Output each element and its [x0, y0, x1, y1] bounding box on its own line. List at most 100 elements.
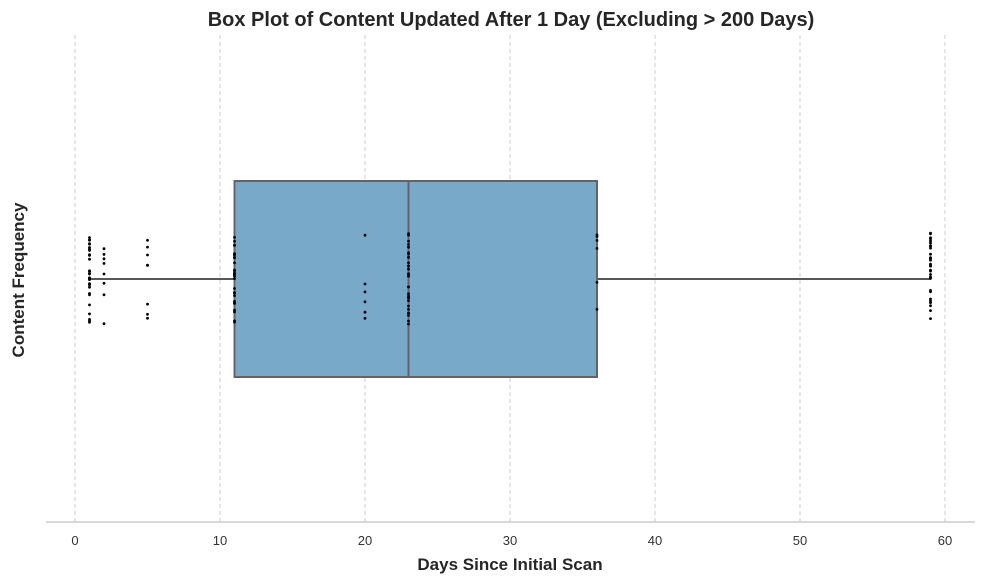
data-point [363, 310, 367, 314]
data-point [233, 243, 236, 247]
data-point [88, 312, 91, 316]
data-point [407, 267, 410, 271]
data-point [146, 238, 149, 242]
data-point [102, 272, 106, 276]
data-point [233, 287, 236, 290]
data-point [407, 314, 410, 317]
data-point [363, 233, 367, 237]
data-point [233, 269, 236, 273]
data-point [102, 247, 106, 251]
data-point [233, 256, 236, 260]
data-point [88, 257, 91, 261]
data-point [233, 294, 236, 297]
data-point [595, 239, 599, 242]
data-point [407, 299, 410, 303]
data-point [929, 241, 932, 245]
data-point [407, 295, 410, 299]
data-point [407, 304, 410, 308]
data-point [88, 253, 91, 256]
data-point [233, 236, 236, 239]
data-point [233, 320, 236, 324]
x-tick-label: 20 [358, 533, 372, 548]
x-tick-label: 10 [213, 533, 227, 548]
data-point [102, 293, 106, 297]
y-axis-label: Content Frequency [9, 202, 28, 357]
data-point [233, 310, 236, 314]
data-point [407, 261, 410, 265]
data-point [363, 300, 367, 304]
data-point [88, 303, 91, 307]
data-point [88, 272, 91, 276]
data-points [88, 231, 932, 326]
data-point [407, 252, 410, 256]
data-point [233, 302, 236, 305]
data-point [88, 270, 91, 273]
data-point [929, 290, 932, 294]
data-point [407, 322, 410, 326]
iqr-box [233, 180, 598, 378]
data-point [88, 242, 91, 246]
data-point [407, 243, 410, 246]
data-point [929, 237, 932, 241]
data-point [407, 239, 410, 243]
data-point [88, 293, 91, 297]
x-tick-label: 50 [793, 533, 807, 548]
data-point [929, 252, 932, 256]
data-point [929, 256, 932, 260]
data-point [233, 272, 236, 275]
x-tick-label: 30 [503, 533, 517, 548]
data-point [102, 257, 106, 261]
data-point [929, 297, 932, 301]
data-point [102, 253, 106, 256]
data-point [595, 281, 599, 284]
data-point [102, 281, 106, 285]
box-plot [89, 180, 931, 378]
data-point [146, 312, 149, 316]
data-point [88, 276, 91, 280]
data-point [102, 262, 106, 265]
data-point [102, 322, 106, 326]
data-point [233, 261, 236, 265]
data-point [929, 239, 932, 243]
data-point [146, 302, 149, 306]
data-point [929, 304, 932, 308]
data-point [929, 273, 932, 276]
data-point [407, 245, 410, 249]
data-point [595, 233, 599, 237]
data-point [407, 233, 410, 237]
data-point [929, 232, 932, 236]
data-point [363, 282, 367, 286]
data-point [929, 244, 932, 248]
chart-title: Box Plot of Content Updated After 1 Day … [208, 9, 815, 31]
data-point [233, 291, 236, 294]
data-point [407, 264, 410, 268]
data-point [929, 262, 932, 266]
data-point [407, 311, 410, 315]
data-point [363, 316, 367, 320]
data-point [88, 249, 91, 252]
data-point [595, 308, 599, 311]
data-point [233, 253, 236, 257]
data-point [363, 290, 367, 294]
data-point [233, 277, 236, 280]
data-point [929, 275, 932, 279]
data-point [233, 300, 236, 303]
data-point [88, 319, 91, 323]
x-tick-label: 60 [938, 533, 952, 548]
data-point [146, 245, 149, 249]
x-tick-label: 0 [71, 533, 78, 548]
data-point [929, 299, 932, 303]
data-point [407, 274, 410, 278]
data-point [407, 255, 410, 259]
data-point [929, 264, 932, 268]
data-point [88, 282, 91, 285]
data-point [929, 246, 932, 250]
x-tick-label: 40 [648, 533, 662, 548]
data-point [929, 258, 932, 262]
data-point [146, 253, 149, 257]
data-point [929, 309, 932, 312]
data-point [407, 292, 410, 296]
x-axis-label: Days Since Initial Scan [417, 555, 602, 574]
data-point [146, 316, 149, 320]
